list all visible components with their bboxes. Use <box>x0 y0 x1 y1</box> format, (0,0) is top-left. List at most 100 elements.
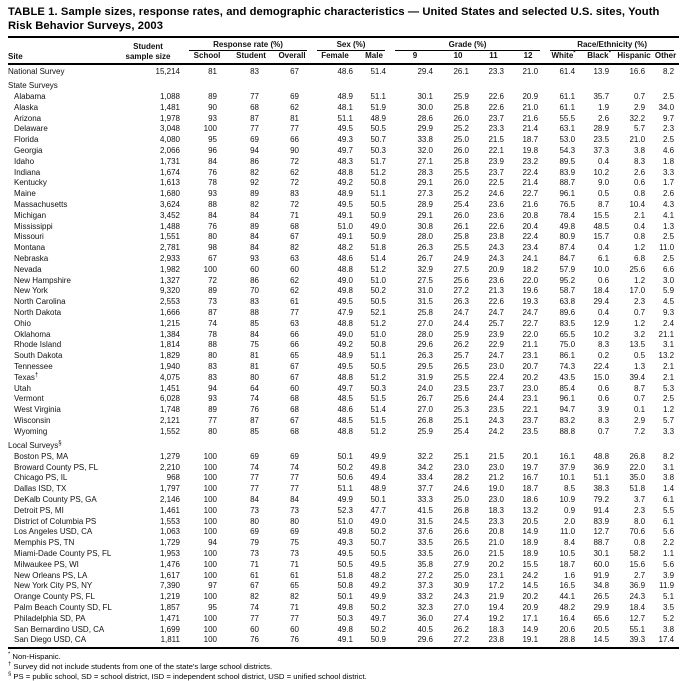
value-cell: 86 <box>250 156 259 166</box>
value-cell: 93 <box>208 189 217 199</box>
value-cell: 69 <box>250 527 259 537</box>
value-cell: 49.9 <box>370 451 387 461</box>
value-cell: 1,814 <box>159 340 180 350</box>
value-cell: 25.6 <box>453 394 470 404</box>
value-cell: 22.6 <box>488 92 505 102</box>
value-cell: 23.9 <box>488 156 505 166</box>
value-cell: 72 <box>290 156 300 166</box>
value-cell: 89 <box>250 221 259 231</box>
value-cell: 27.0 <box>417 405 434 415</box>
value-cell: 6.1 <box>597 254 610 264</box>
value-cell: 20.9 <box>522 603 539 613</box>
value-cell: 51.4 <box>370 405 387 415</box>
value-cell: 61.1 <box>559 102 576 112</box>
value-cell: 25.0 <box>453 495 470 505</box>
value-cell: 48.5 <box>337 394 354 404</box>
site-cell: District of Columbia PS <box>14 516 97 526</box>
value-cell: 51.2 <box>370 167 387 177</box>
value-cell: 23.1 <box>522 351 539 361</box>
value-cell: 18.9 <box>522 549 539 559</box>
value-cell: 9.3 <box>662 308 675 318</box>
value-cell: 76.5 <box>559 200 576 210</box>
value-cell: 100 <box>203 516 217 526</box>
value-cell: 3.1 <box>662 462 675 472</box>
value-cell: 1.1 <box>662 549 675 559</box>
value-cell: 2,553 <box>159 297 180 307</box>
value-cell: 34.2 <box>417 462 434 472</box>
value-cell: 20.4 <box>522 221 539 231</box>
value-cell: 62 <box>290 275 300 285</box>
value-cell: 29.1 <box>417 210 434 220</box>
value-cell: 27.2 <box>417 570 434 580</box>
value-cell: 60 <box>290 383 300 393</box>
value-cell: 76 <box>250 405 259 415</box>
site-cell: Delaware <box>14 124 48 134</box>
value-cell: 22.5 <box>488 178 505 188</box>
value-cell: 49.2 <box>370 581 387 591</box>
value-cell: 3.8 <box>633 146 646 156</box>
site-cell: Ohio <box>14 318 31 328</box>
value-cell: 19.6 <box>522 286 539 296</box>
value-cell: 15.5 <box>522 559 539 569</box>
value-cell: 33.2 <box>417 592 434 602</box>
value-cell: 27.0 <box>417 318 434 328</box>
value-cell: 1,748 <box>159 405 180 415</box>
value-cell: 26.2 <box>453 340 470 350</box>
value-cell: 48.1 <box>337 102 354 112</box>
value-cell: 0.7 <box>633 394 646 404</box>
value-cell: 23.0 <box>453 462 470 472</box>
site-cell: Oklahoma <box>14 329 51 339</box>
value-cell: 51.1 <box>370 351 387 361</box>
value-cell: 1,829 <box>159 351 180 361</box>
value-cell: 5.7 <box>662 416 675 425</box>
value-cell: 28.0 <box>417 232 434 242</box>
value-cell: 20.8 <box>488 527 505 537</box>
value-cell: 67 <box>290 372 300 382</box>
value-cell: 91.9 <box>593 570 610 580</box>
value-cell: 10.5 <box>559 549 576 559</box>
value-cell: 81 <box>250 362 259 372</box>
value-cell: 49.1 <box>312 635 359 650</box>
value-cell: 100 <box>203 495 217 505</box>
value-cell: 100 <box>203 484 217 494</box>
value-cell: 75.0 <box>559 340 576 350</box>
value-cell: 61.1 <box>559 92 576 102</box>
col-group-2: Sex (%) <box>312 36 391 51</box>
value-cell: 77 <box>208 416 217 425</box>
value-cell: 50.9 <box>370 210 387 220</box>
value-cell: 1.2 <box>662 405 675 415</box>
value-cell: 24.2 <box>488 426 505 436</box>
value-cell: 27.4 <box>453 613 470 623</box>
value-cell: 24.0 <box>417 383 434 393</box>
table-row: Memphis PS, TN 1,729 94 79 75 49.3 50.7 33.5 26.… <box>8 538 679 549</box>
value-cell: 25.8 <box>453 232 470 242</box>
value-cell: 12.9 <box>593 318 610 328</box>
value-cell: 26.6 <box>453 527 470 537</box>
value-cell: 1,617 <box>159 570 180 580</box>
site-cell: Vermont <box>14 394 44 404</box>
value-cell: 30.8 <box>417 221 434 231</box>
value-cell: 51.1 <box>370 92 387 102</box>
value-cell: 34.0 <box>658 102 675 112</box>
value-cell: 88.7 <box>559 178 576 188</box>
value-cell: 50.3 <box>337 613 354 623</box>
value-cell: 87 <box>208 308 217 318</box>
value-cell: 16.1 <box>559 451 576 461</box>
value-cell: 0.6 <box>597 275 610 285</box>
value-cell: 74.3 <box>559 362 576 372</box>
value-cell: 49.5 <box>337 549 354 559</box>
value-cell: 23.0 <box>488 462 505 472</box>
value-cell: 23.0 <box>488 495 505 505</box>
site-cell: San Diego USD, CA <box>8 635 112 650</box>
footnote-text: PS = public school, SD = school district… <box>11 672 367 681</box>
site-cell: Palm Beach County SD, FL <box>14 603 112 613</box>
value-cell: 83.9 <box>559 167 576 177</box>
value-cell: 100 <box>203 559 217 569</box>
site-cell: Dallas ISD, TX <box>14 484 67 494</box>
value-cell: 15.7 <box>593 232 610 242</box>
site-cell: Alaska <box>14 102 39 112</box>
value-cell: 23.7 <box>488 113 505 123</box>
value-cell: 100 <box>203 124 217 134</box>
value-cell: 50.2 <box>370 624 387 634</box>
value-cell: 29.6 <box>390 635 441 650</box>
